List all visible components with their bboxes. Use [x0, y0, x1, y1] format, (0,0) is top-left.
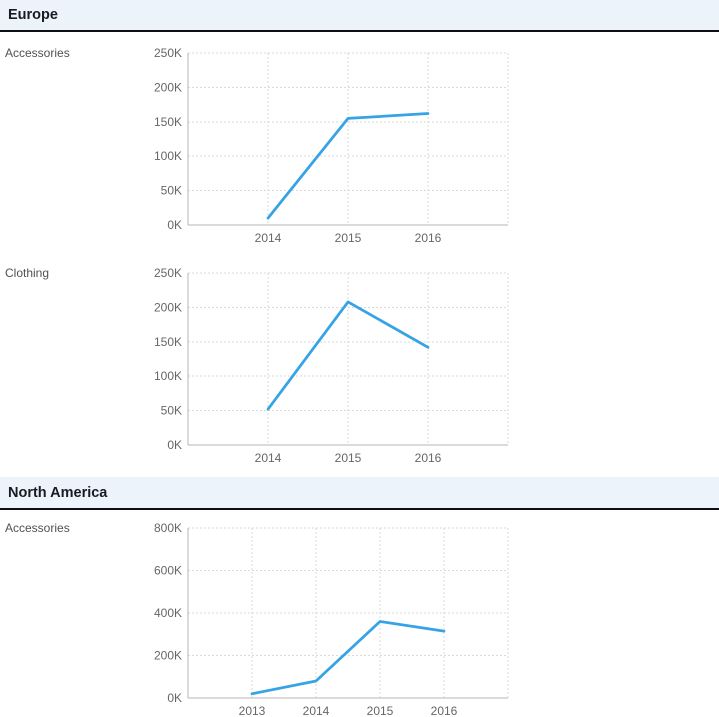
axis-tick-label: 250K — [154, 46, 182, 60]
axis-tick-label: 150K — [154, 115, 182, 129]
axis-tick-label: 2014 — [255, 231, 282, 245]
section-title: North America — [8, 484, 108, 501]
axis-tick-label: 250K — [154, 266, 182, 280]
axis-tick-label: 0K — [167, 438, 182, 452]
chart-plot-area: 2014 2015 2016 250K 200K 150K 100K 50K 0K — [154, 266, 509, 465]
axis-tick-label: 2014 — [303, 704, 330, 717]
axis-tick-label: 50K — [161, 184, 182, 198]
section-header-north-america: North America — [0, 477, 719, 510]
axis-tick-label: 2016 — [431, 704, 458, 717]
data-line-accessories — [250, 620, 446, 696]
axis-tick-label: 2015 — [335, 231, 362, 245]
axis-tick-label: 2016 — [415, 231, 442, 245]
row-label-europe-clothing: Clothing — [5, 266, 50, 280]
axis-tick-label: 50K — [161, 404, 182, 418]
axis-tick-label: 2015 — [335, 451, 362, 465]
row-label-europe-accessories: Accessories — [5, 46, 70, 60]
data-line-clothing — [266, 300, 430, 411]
axis-tick-label: 200K — [154, 80, 182, 94]
line-chart-north-america-accessories[interactable]: 2013 2014 2015 2016 800K 600K 400K 200K 0K — [140, 520, 520, 717]
axis-tick-label: 200K — [154, 649, 182, 663]
axis-tick-label: 800K — [154, 521, 182, 535]
axis-tick-label: 100K — [154, 369, 182, 383]
axis-tick-label: 2014 — [255, 451, 282, 465]
axis-tick-label: 2015 — [367, 704, 394, 717]
section-header-europe: Europe — [0, 0, 719, 32]
section-title: Europe — [8, 7, 58, 23]
axis-tick-label: 600K — [154, 564, 182, 578]
axis-tick-label: 100K — [154, 149, 182, 163]
axis-tick-label: 0K — [167, 218, 182, 232]
line-chart-europe-clothing[interactable]: 2014 2015 2016 250K 200K 150K 100K 50K 0K — [140, 265, 520, 467]
chart-plot-area: 2014 2015 2016 250K 200K 150K 100K 50K 0K — [154, 46, 509, 245]
row-label-north-america-accessories: Accessories — [5, 521, 70, 535]
axis-tick-label: 150K — [154, 335, 182, 349]
axis-tick-label: 200K — [154, 300, 182, 314]
line-chart-europe-accessories[interactable]: 2014 2015 2016 250K 200K 150K 100K 50K 0K — [140, 45, 520, 247]
axis-tick-label: 0K — [167, 691, 182, 705]
axis-tick-label: 2013 — [239, 704, 266, 717]
axis-tick-label: 2016 — [415, 451, 442, 465]
axis-tick-label: 400K — [154, 606, 182, 620]
data-line-accessories — [266, 112, 430, 220]
chart-plot-area: 2013 2014 2015 2016 800K 600K 400K 200K 0K — [154, 521, 509, 717]
